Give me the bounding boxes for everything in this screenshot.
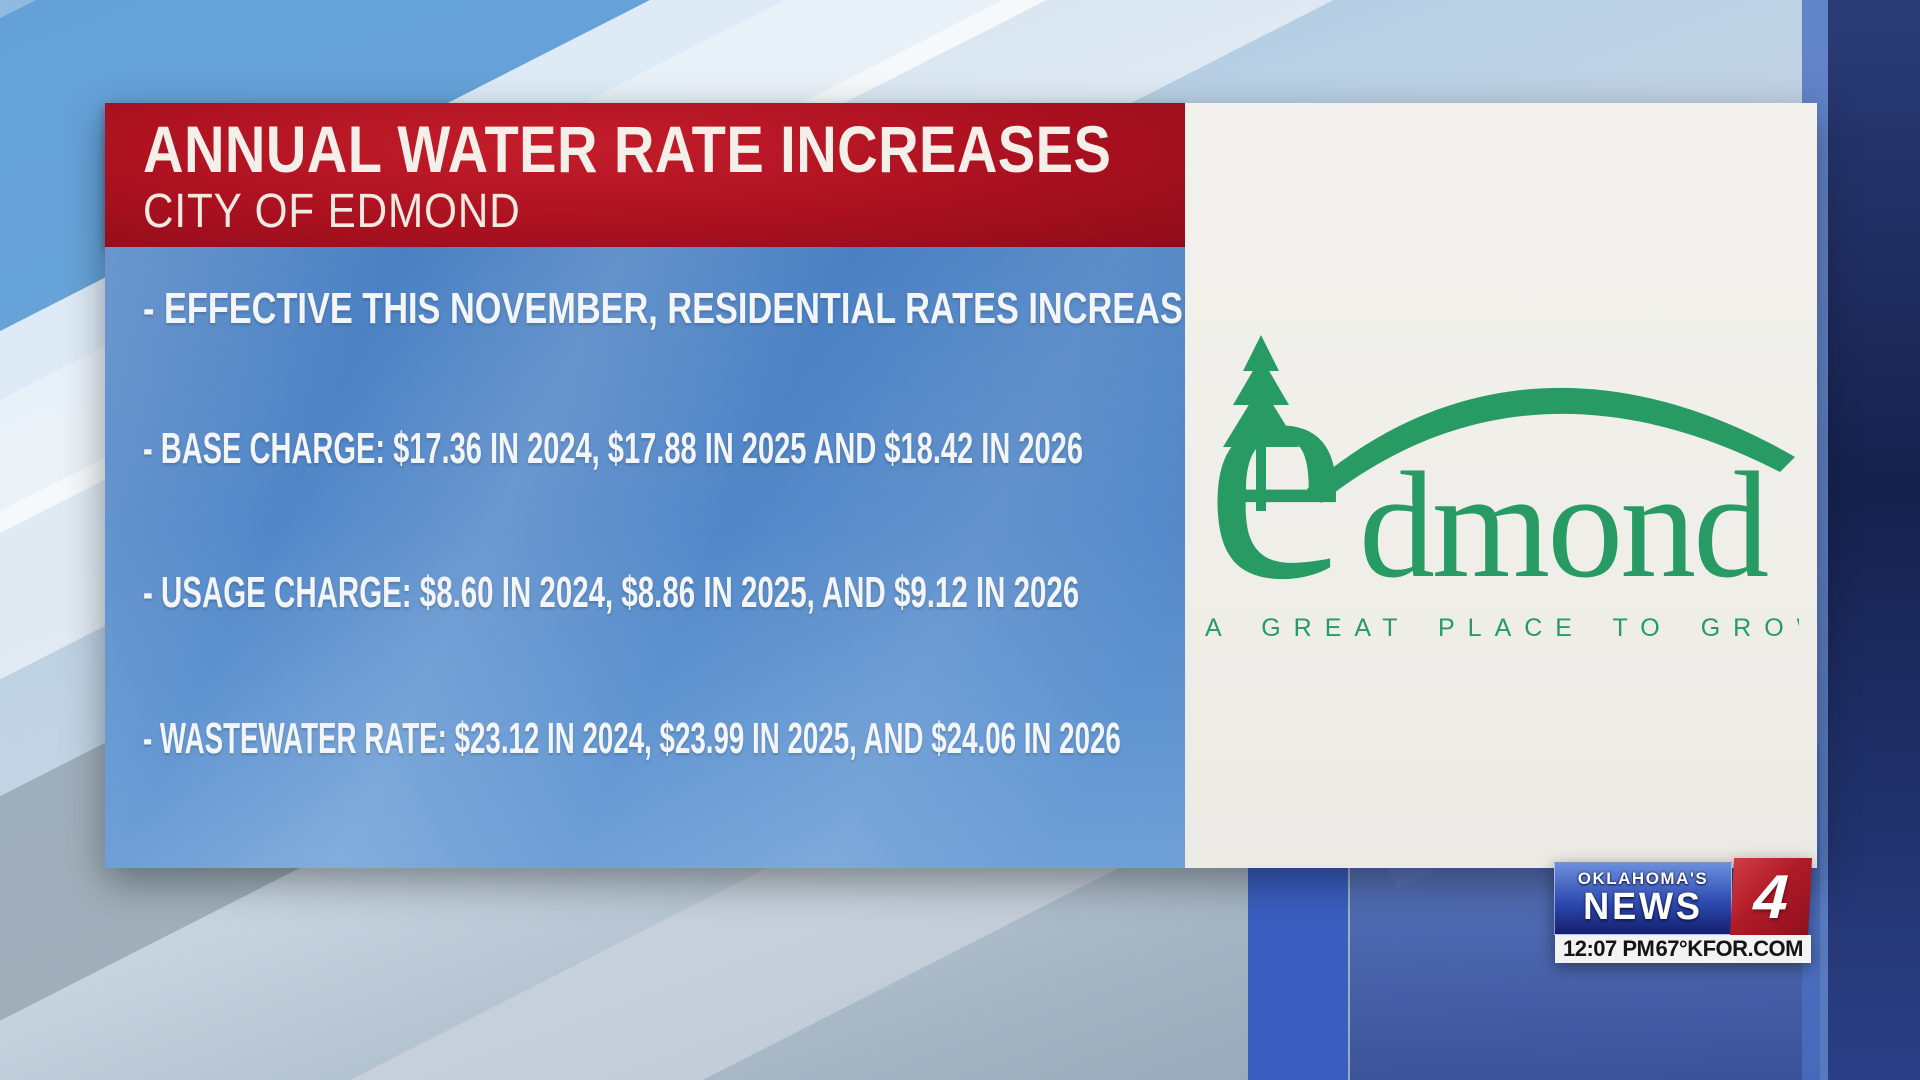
logo-tagline: A GREAT PLACE TO GROW <box>1205 614 1799 642</box>
bullet-line: - EFFECTIVE THIS NOVEMBER, RESIDENTIAL R… <box>143 284 1206 333</box>
background-navy-band <box>1828 0 1920 1080</box>
edmond-city-logo: e dmond A GREAT PLACE TO GROW <box>1205 331 1799 646</box>
bullet-line: - USAGE CHARGE: $8.60 IN 2024, $8.86 IN … <box>143 568 1080 617</box>
graphic-body: - EFFECTIVE THIS NOVEMBER, RESIDENTIAL R… <box>105 247 1206 868</box>
news4-logo: OKLAHOMA'S NEWS <box>1554 862 1732 935</box>
station-website: KFOR.COM <box>1687 936 1803 961</box>
station-bug: OKLAHOMA'S NEWS 4 12:07 PM 67° KFOR.COM <box>1554 858 1813 963</box>
station-qualifier: OKLAHOMA'S <box>1577 869 1709 888</box>
pine-tree-icon <box>1223 335 1299 511</box>
temperature: 67° <box>1655 936 1688 961</box>
station-name: NEWS <box>1583 886 1703 928</box>
bullet-line: - WASTEWATER RATE: $23.12 IN 2024, $23.9… <box>143 714 1121 763</box>
text-column: ANNUAL WATER RATE INCREASES CITY OF EDMO… <box>105 103 1206 868</box>
wordmark-initial: e <box>1205 331 1347 646</box>
channel-number: 4 <box>1751 863 1791 932</box>
ticker-strip: 12:07 PM 67° KFOR.COM <box>1555 935 1811 963</box>
swoosh-arc-icon <box>1307 387 1795 503</box>
graphic-header-banner: ANNUAL WATER RATE INCREASES CITY OF EDMO… <box>105 103 1185 247</box>
bullet-line: - BASE CHARGE: $17.36 IN 2024, $17.88 IN… <box>143 424 1083 473</box>
graphic-title: ANNUAL WATER RATE INCREASES <box>143 112 1112 186</box>
fullscreen-news-graphic: ANNUAL WATER RATE INCREASES CITY OF EDMO… <box>105 103 1817 868</box>
logo-panel: e dmond A GREAT PLACE TO GROW <box>1185 103 1817 868</box>
current-time: 12:07 PM <box>1563 936 1655 961</box>
channel-4-badge: 4 <box>1729 858 1813 937</box>
graphic-subtitle: CITY OF EDMOND <box>143 185 521 238</box>
wordmark-rest: dmond <box>1359 441 1768 609</box>
